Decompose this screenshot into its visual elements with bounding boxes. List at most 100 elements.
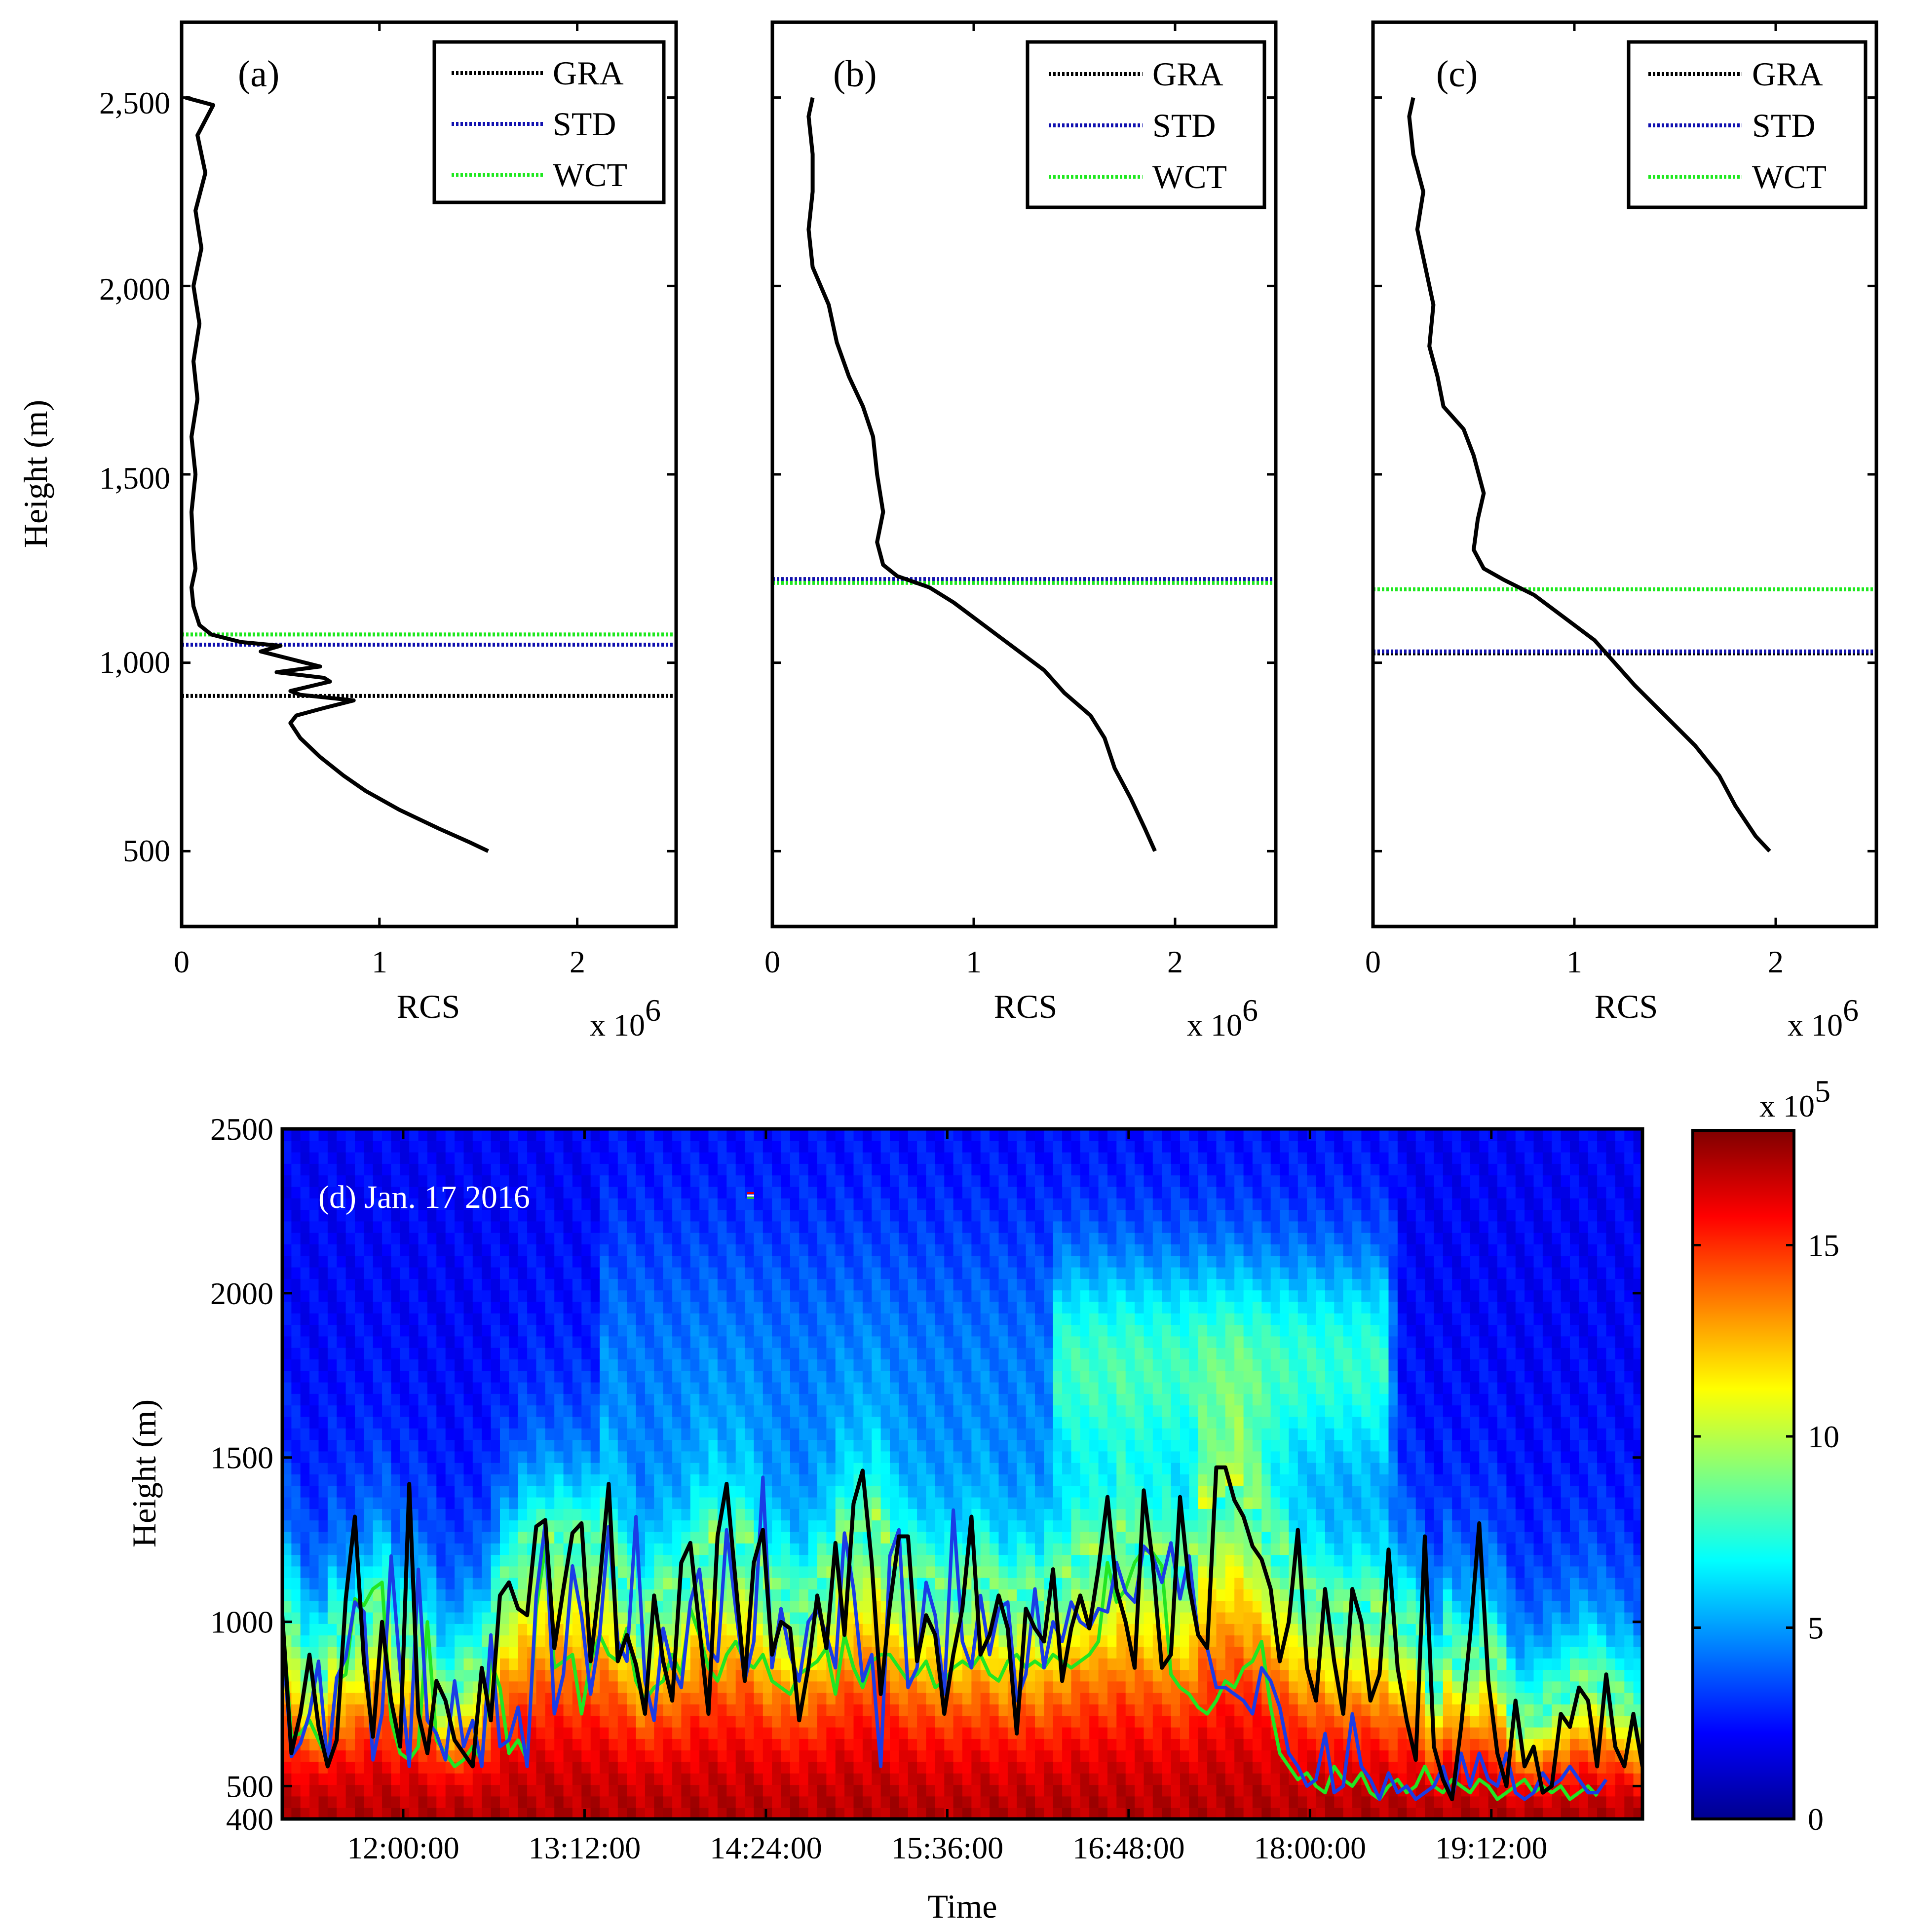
- heatmap-cell: [926, 1554, 936, 1567]
- heatmap-cell: [690, 1416, 700, 1429]
- heatmap-cell: [563, 1347, 573, 1359]
- heatmap-cell: [327, 1221, 338, 1233]
- heatmap-cell: [908, 1301, 918, 1314]
- heatmap-cell: [418, 1416, 428, 1429]
- heatmap-cell: [772, 1577, 782, 1589]
- heatmap-cell: [717, 1393, 727, 1406]
- heatmap-cell: [527, 1359, 537, 1371]
- heatmap-cell: [581, 1324, 591, 1337]
- heatmap-cell: [509, 1324, 519, 1337]
- heatmap-cell: [554, 1278, 564, 1291]
- heatmap-cell: [318, 1784, 328, 1797]
- heatmap-cell: [472, 1393, 483, 1406]
- heatmap-cell: [962, 1405, 972, 1417]
- heatmap-cell: [953, 1359, 963, 1371]
- heatmap-cell: [926, 1474, 936, 1486]
- heatmap-cell: [808, 1186, 818, 1198]
- heatmap-cell: [853, 1439, 863, 1452]
- heatmap-cell: [681, 1474, 691, 1486]
- heatmap-cell: [355, 1807, 365, 1819]
- heatmap-cell: [699, 1531, 709, 1544]
- heatmap-cell: [282, 1428, 292, 1440]
- heatmap-cell: [536, 1382, 546, 1394]
- heatmap-cell: [690, 1451, 700, 1463]
- heatmap-cell: [672, 1462, 682, 1474]
- heatmap-cell: [717, 1140, 727, 1153]
- heatmap-cell: [491, 1784, 500, 1797]
- heatmap-cell: [672, 1278, 682, 1291]
- heatmap-cell: [581, 1784, 591, 1797]
- heatmap-cell: [944, 1140, 954, 1153]
- heatmap-cell: [762, 1370, 773, 1383]
- heatmap-cell: [835, 1497, 845, 1509]
- heatmap-cell: [518, 1393, 528, 1406]
- heatmap-cell: [518, 1439, 528, 1452]
- heatmap-cell: [772, 1520, 782, 1532]
- heatmap-cell: [726, 1244, 736, 1256]
- heatmap-cell: [364, 1520, 374, 1532]
- legend-label-gra: GRA: [1752, 55, 1823, 93]
- heatmap-cell: [690, 1796, 700, 1808]
- heatmap-cell: [463, 1370, 473, 1383]
- heatmap-cell: [581, 1336, 591, 1348]
- heatmap-cell: [754, 1462, 763, 1474]
- heatmap-cell: [808, 1416, 818, 1429]
- heatmap-cell: [926, 1761, 936, 1774]
- heatmap-cell: [318, 1221, 328, 1233]
- heatmap-cell: [427, 1761, 437, 1774]
- heatmap-cell: [609, 1750, 618, 1762]
- heatmap-cell: [672, 1359, 682, 1371]
- heatmap-cell: [518, 1681, 528, 1693]
- heatmap-cell: [762, 1474, 773, 1486]
- heatmap-cell: [563, 1497, 573, 1509]
- heatmap-cell: [790, 1750, 800, 1762]
- heatmap-cell: [690, 1163, 700, 1176]
- heatmap-cell: [654, 1738, 664, 1751]
- heatmap-cell: [790, 1796, 800, 1808]
- heatmap-cell: [300, 1635, 310, 1647]
- heatmap-cell: [998, 1451, 1008, 1463]
- heatmap-cell: [844, 1140, 854, 1153]
- heatmap-cell: [527, 1393, 537, 1406]
- heatmap-cell: [609, 1428, 618, 1440]
- heatmap-cell: [463, 1646, 473, 1659]
- heatmap-cell: [735, 1175, 746, 1187]
- heatmap-cell: [609, 1796, 618, 1808]
- heatmap-cell: [699, 1255, 709, 1268]
- heatmap-cell: [364, 1129, 374, 1141]
- heatmap-cell: [309, 1451, 319, 1463]
- heatmap-cell: [762, 1796, 773, 1808]
- heatmap-cell: [645, 1531, 655, 1544]
- heatmap-cell: [609, 1669, 618, 1682]
- heatmap-cell: [563, 1244, 573, 1256]
- heatmap-cell: [382, 1393, 392, 1406]
- heatmap-cell: [853, 1175, 863, 1187]
- heatmap-cell: [382, 1784, 392, 1797]
- heatmap-cell: [880, 1152, 890, 1164]
- heatmap-cell: [799, 1278, 809, 1291]
- heatmap-cell: [735, 1807, 746, 1819]
- heatmap-cell: [436, 1255, 446, 1268]
- heatmap-cell: [781, 1347, 791, 1359]
- heatmap-cell: [627, 1198, 637, 1210]
- heatmap-cell: [1017, 1773, 1027, 1785]
- heatmap-cell: [345, 1796, 355, 1808]
- heatmap-cell: [926, 1405, 936, 1417]
- heatmap-cell: [844, 1129, 854, 1141]
- heatmap-cell: [1007, 1566, 1018, 1578]
- heatmap-cell: [754, 1152, 763, 1164]
- heatmap-cell: [672, 1439, 682, 1452]
- heatmap-cell: [527, 1152, 537, 1164]
- heatmap-cell: [345, 1382, 355, 1394]
- heatmap-cell: [436, 1301, 446, 1314]
- heatmap-cell: [364, 1405, 374, 1417]
- heatmap-cell: [364, 1796, 374, 1808]
- heatmap-cell: [617, 1209, 628, 1222]
- heatmap-cell: [826, 1140, 836, 1153]
- heatmap-cell: [518, 1807, 528, 1819]
- heatmap-cell: [472, 1807, 483, 1819]
- heatmap-cell: [345, 1669, 355, 1682]
- heatmap-cell: [781, 1278, 791, 1291]
- heatmap-cell: [754, 1198, 763, 1210]
- heatmap-cell: [418, 1508, 428, 1521]
